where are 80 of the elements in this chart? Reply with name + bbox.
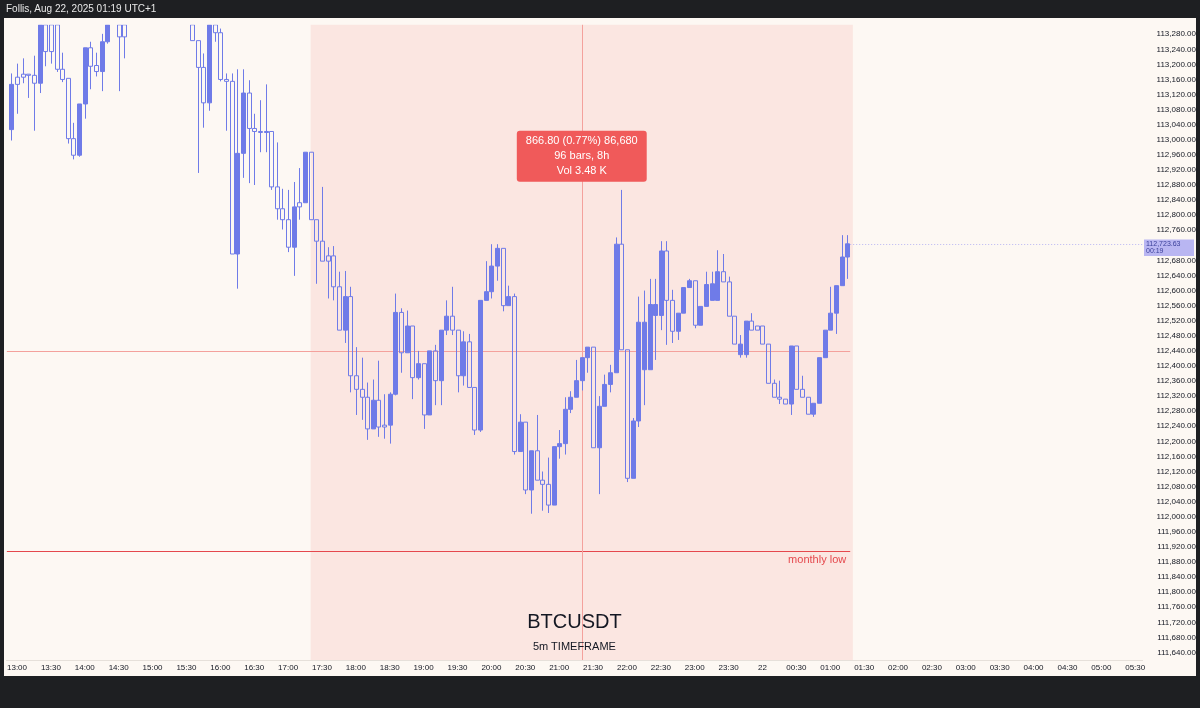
y-tick-label: 112,120.00: [1156, 466, 1197, 476]
y-tick-label: 111,680.00: [1157, 632, 1197, 642]
y-tick-label: 111,800.00: [1157, 587, 1197, 597]
x-tick-label: 18:00: [345, 663, 367, 672]
x-tick-label: 03:00: [955, 663, 977, 672]
y-tick-label: 112,680.00: [1156, 255, 1197, 265]
y-tick-label: 112,160.00: [1156, 451, 1197, 461]
x-tick-label: 15:00: [142, 663, 164, 672]
y-tick-label: 113,200.00: [1156, 59, 1197, 69]
y-tick-label: 112,240.00: [1156, 421, 1197, 431]
x-tick-label: 13:30: [40, 663, 62, 672]
x-tick-label: 20:00: [481, 663, 502, 672]
x-tick-label: 02:30: [921, 663, 943, 672]
x-tick-label: 17:00: [278, 663, 299, 672]
y-tick-label: 112,760.00: [1156, 225, 1197, 235]
y-tick-label: 112,360.00: [1156, 376, 1197, 386]
y-tick-label: 111,640.00: [1157, 647, 1197, 657]
x-tick-label: 16:00: [210, 663, 231, 672]
x-tick-label: 14:30: [108, 663, 130, 672]
y-tick-label: 112,440.00: [1156, 346, 1197, 356]
x-tick-label: 03:30: [989, 663, 1011, 672]
y-tick-label: 112,080.00: [1156, 481, 1197, 491]
y-tick-label: 111,720.00: [1157, 617, 1197, 627]
y-tick-label: 112,280.00: [1156, 406, 1197, 416]
y-tick-label: 112,400.00: [1156, 361, 1197, 371]
x-tick-label: 01:30: [854, 663, 875, 672]
y-tick-label: 112,320.00: [1156, 391, 1197, 401]
y-tick-label: 113,000.00: [1156, 134, 1197, 144]
x-tick-label: 18:30: [379, 663, 401, 672]
y-tick-label: 112,800.00: [1156, 210, 1197, 220]
x-tick-label: 04:30: [1057, 663, 1079, 672]
y-tick-label: 112,840.00: [1156, 195, 1197, 205]
ref-line-label: monthly low: [788, 553, 847, 566]
text: Follis, Aug 22, 2025 01:19 UTC+1: [6, 3, 157, 14]
x-tick-label: 21:00: [549, 663, 570, 672]
x-tick-label: 01:00: [820, 663, 841, 672]
x-tick-label: 20:30: [515, 663, 536, 672]
y-tick-label: 111,880.00: [1157, 557, 1197, 567]
x-tick-label: 22:30: [650, 663, 672, 672]
y-tick-label: 112,520.00: [1156, 315, 1197, 325]
y-tick-label: 111,920.00: [1157, 542, 1197, 552]
y-tick-label: 113,160.00: [1156, 74, 1197, 84]
x-tick-label: 22:00: [616, 663, 638, 672]
y-tick-label: 112,640.00: [1156, 270, 1197, 280]
x-tick-label: 19:00: [413, 663, 435, 672]
y-tick-label: 112,600.00: [1156, 285, 1197, 295]
x-tick-label: 17:30: [311, 663, 333, 672]
y-tick-label: 111,840.00: [1157, 572, 1197, 582]
y-tick-label: 113,120.00: [1156, 89, 1197, 99]
y-tick-label: 113,240.00: [1156, 44, 1197, 54]
x-tick-label: 23:00: [684, 663, 706, 672]
y-tick-label: 112,880.00: [1156, 180, 1197, 190]
x-tick-label: 15:30: [176, 663, 197, 672]
y-tick-label: 111,960.00: [1157, 527, 1197, 537]
x-tick-label: 05:30: [1125, 663, 1146, 672]
x-tick-label: 21:30: [583, 663, 604, 672]
x-tick-label: 23:30: [718, 663, 740, 672]
y-tick-label: 113,040.00: [1156, 119, 1197, 129]
y-tick-label: 111,760.00: [1157, 602, 1197, 612]
x-tick-label: 02:00: [888, 663, 909, 672]
y-tick-label: 113,080.00: [1156, 104, 1197, 114]
text: BTCUSDT: [527, 609, 622, 632]
x-tick-label: 14:00: [74, 663, 96, 672]
y-tick-label: 112,000.00: [1156, 511, 1197, 521]
y-tick-label: 112,480.00: [1156, 331, 1197, 341]
x-tick-label: 05:00: [1091, 663, 1112, 672]
y-tick-label: 113,280.00: [1156, 29, 1197, 39]
x-tick-label: 16:30: [244, 663, 265, 672]
y-tick-label: 112,040.00: [1156, 496, 1197, 506]
x-tick-label: 13:00: [6, 663, 28, 672]
text: 5m TIMEFRAME: [532, 640, 616, 653]
x-tick-label: 00:30: [786, 663, 807, 672]
y-tick-label: 112,920.00: [1156, 165, 1197, 175]
y-tick-label: 112,200.00: [1156, 436, 1197, 446]
band-label: 866.80 (0.77%) 86,680 96 bars, 8h Vol 3.48 K: [525, 133, 638, 176]
x-tick-label: 19:30: [447, 663, 469, 672]
y-tick-label: 112,560.00: [1156, 300, 1197, 310]
x-tick-label: 22: [758, 663, 768, 672]
y-tick-label: 112,960.00: [1156, 150, 1197, 160]
x-tick-label: 04:00: [1023, 663, 1045, 672]
